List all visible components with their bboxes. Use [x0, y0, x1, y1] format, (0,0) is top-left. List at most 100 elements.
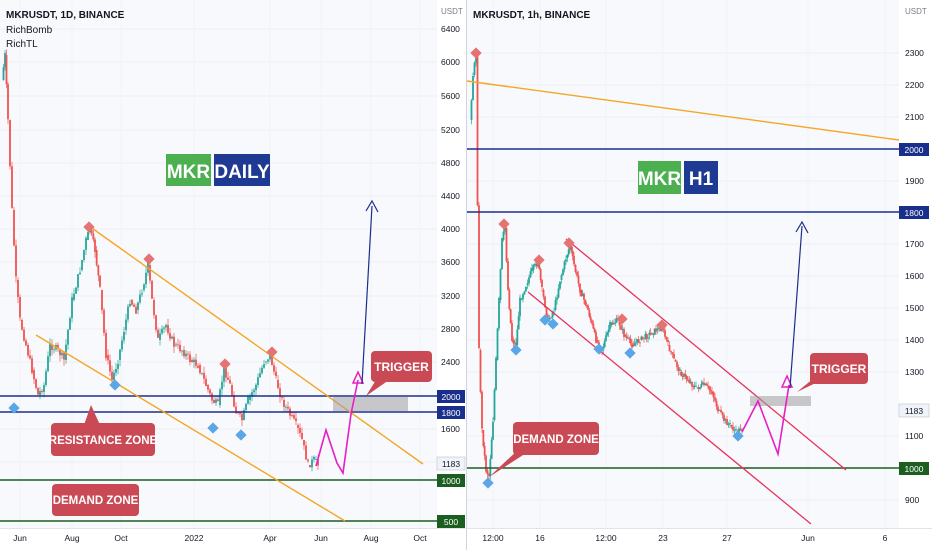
candle-body — [31, 358, 33, 374]
candle-body — [656, 328, 659, 330]
h1-projection-path[interactable] — [741, 384, 790, 458]
daily-level-1000-tag — [437, 474, 465, 487]
price-tick-label: 900 — [905, 495, 919, 505]
candle-body — [233, 395, 235, 407]
daily-projection-path[interactable] — [315, 379, 359, 476]
h1-current-price-tag — [898, 403, 930, 418]
candle-body — [504, 228, 506, 232]
h1-long-trendline[interactable] — [466, 80, 900, 141]
daily-trigger-zone[interactable] — [333, 397, 408, 411]
h1-target-arrow[interactable] — [789, 225, 803, 389]
candle-body — [51, 345, 53, 350]
time-tick-label: 16 — [535, 533, 545, 543]
candle-body — [145, 272, 147, 285]
candle-body — [613, 323, 615, 325]
candle-body — [709, 389, 712, 392]
candle-body — [715, 400, 718, 407]
daily-price-axis[interactable] — [437, 0, 467, 528]
candle-body — [4, 52, 6, 68]
time-tick-label: Apr — [263, 533, 276, 543]
candle-body — [523, 291, 526, 295]
price-tick-label: 3200 — [441, 291, 460, 301]
candle-body — [75, 287, 77, 294]
candle-body — [714, 397, 716, 401]
candle-body — [596, 340, 599, 343]
time-tick-label: 6 — [883, 533, 888, 543]
daily-symbol-header[interactable]: MKRUSDT, 1D, BINANCE — [6, 10, 125, 21]
candle-body — [171, 336, 173, 339]
candle-body — [603, 340, 606, 347]
candle-body — [674, 360, 677, 362]
candle-body — [315, 459, 317, 461]
candle-body — [574, 265, 577, 272]
candle-body — [700, 384, 703, 388]
h1-current-price-text: 1183 — [905, 406, 924, 416]
candle-body — [157, 329, 159, 338]
candle-body — [512, 340, 515, 344]
daily-indicator-richbomb[interactable]: RichBomb — [6, 25, 53, 36]
candle-body — [724, 419, 727, 420]
daily-target-arrow[interactable] — [361, 205, 373, 385]
candle-body — [704, 383, 707, 385]
daily-resistance-callout[interactable]: RESISTANCE ZONE — [49, 405, 158, 456]
h1-channel-upper[interactable] — [565, 238, 847, 471]
candle-body — [508, 290, 511, 310]
candle-body — [307, 459, 309, 462]
candle-body — [221, 381, 223, 390]
candle-body — [243, 410, 245, 420]
candle-body — [584, 299, 587, 305]
candle-body — [103, 310, 105, 333]
candle-body — [580, 290, 583, 297]
candle-body — [499, 269, 502, 300]
price-tick-label: 1900 — [905, 176, 924, 186]
candle-body — [9, 120, 11, 167]
candle-body — [37, 387, 39, 395]
daily-level-1800-tag — [437, 406, 465, 419]
candle-body — [229, 379, 231, 384]
h1-trigger-callout[interactable]: TRIGGER — [797, 353, 868, 392]
candle-body — [615, 318, 618, 323]
h1-trigger-zone[interactable] — [750, 396, 811, 406]
daily-lower-trendline[interactable] — [35, 334, 346, 522]
candle-body — [632, 345, 635, 347]
h1-price-scale: USDT 2300 2200 2100 1900 1700 1600 1500 1400 130… — [898, 7, 930, 505]
candle-body — [87, 232, 89, 240]
candle-body — [159, 333, 161, 340]
candle-body — [640, 336, 643, 340]
candle-body — [684, 373, 687, 376]
h1-demand-callout[interactable]: DEMAND ZONE — [489, 422, 599, 477]
daily-demand-callout[interactable]: DEMAND ZONE — [52, 484, 139, 516]
candle-body — [502, 231, 505, 240]
candle-body — [57, 344, 59, 348]
h1-symbol-header[interactable]: MKRUSDT, 1h, BINANCE — [473, 10, 591, 21]
candle-body — [165, 324, 167, 328]
h1-level-1000-tag-text: 1000 — [905, 464, 924, 474]
candle-body — [649, 332, 652, 334]
candle-body — [738, 428, 740, 433]
candle-body — [707, 385, 709, 387]
candle-body — [685, 375, 688, 380]
candle-body — [183, 350, 185, 357]
h1-price-axis[interactable] — [899, 0, 932, 528]
daily-badge: MKR DAILY — [166, 154, 270, 186]
h1-channel-lower[interactable] — [527, 291, 812, 525]
candle-body — [701, 382, 704, 385]
candle-body — [169, 333, 171, 339]
candle-body — [680, 372, 683, 377]
daily-trigger-callout[interactable]: TRIGGER — [366, 351, 432, 396]
daily-indicator-richtl[interactable]: RichTL — [6, 39, 38, 50]
candle-body — [7, 84, 9, 120]
candle-body — [741, 429, 743, 431]
candle-body — [249, 395, 251, 400]
daily-current-price-text: 1183 — [442, 459, 461, 469]
candle-body — [676, 361, 678, 368]
candle-body — [703, 382, 705, 386]
candle-body — [269, 353, 271, 360]
candle-body — [726, 419, 728, 426]
candle-body — [606, 332, 609, 336]
h1-target-arrowhead — [795, 220, 809, 234]
candle-body — [79, 272, 81, 275]
candle-body — [573, 255, 575, 265]
daily-upper-trendline[interactable] — [88, 225, 424, 465]
candle-body — [147, 261, 149, 273]
